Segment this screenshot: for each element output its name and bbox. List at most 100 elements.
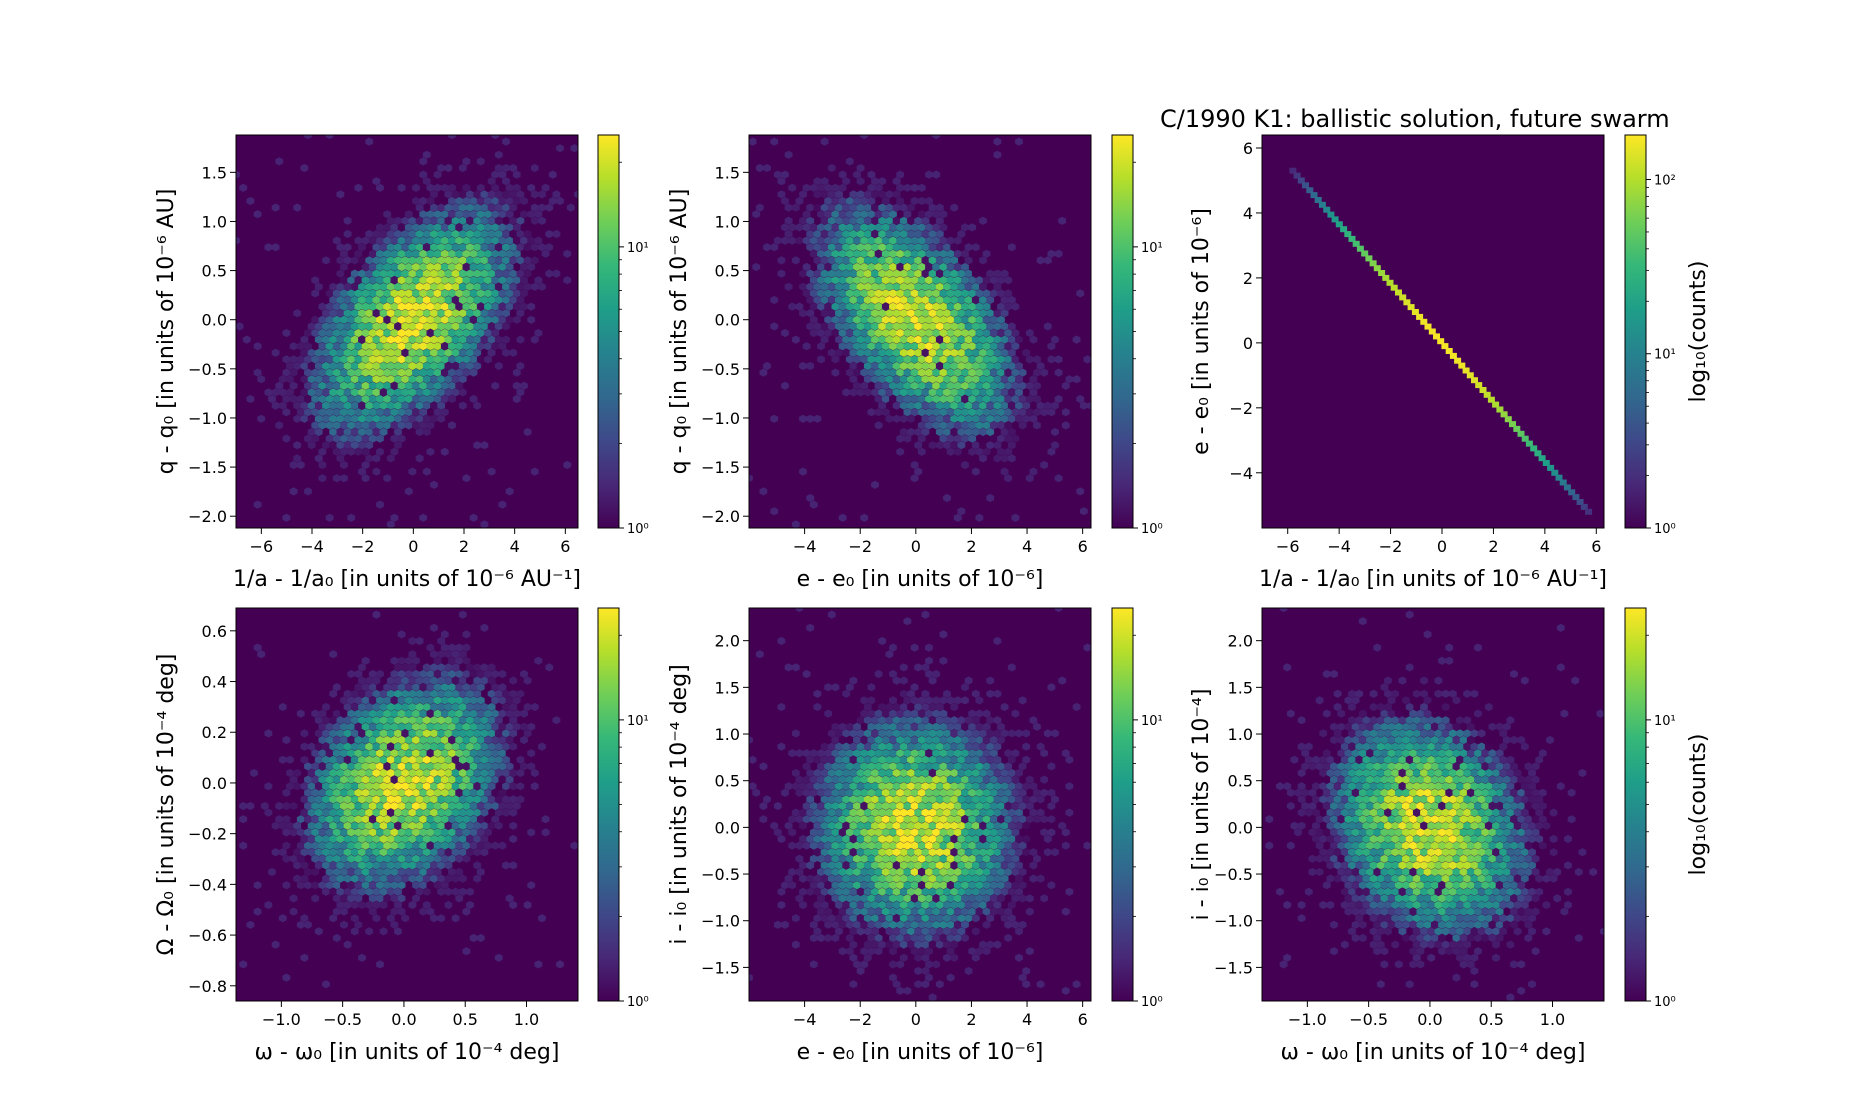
hex-cell: [1405, 610, 1414, 619]
hex-cell: [903, 315, 912, 324]
x-tick-label: −2: [848, 537, 872, 556]
hex-cell: [838, 735, 847, 745]
hex-cell: [433, 408, 442, 417]
hex-cell: [997, 289, 1005, 298]
hex-cell: [1416, 749, 1425, 758]
hex-cell: [404, 683, 413, 692]
hex-cell: [781, 223, 789, 232]
hex-cell: [1356, 245, 1364, 252]
hex-cell: [311, 381, 320, 390]
hex-cell: [325, 394, 334, 404]
hex-cell: [358, 702, 366, 712]
hex-cell: [469, 722, 478, 731]
hex-cell: [408, 361, 417, 371]
hex-cell: [907, 295, 915, 305]
hex-cell: [809, 881, 818, 890]
hex-cell: [813, 702, 822, 712]
hex-cell: [957, 742, 966, 751]
hex-cell: [401, 663, 410, 672]
hex-cell: [1463, 716, 1472, 725]
hex-cell: [820, 335, 829, 344]
hex-cell: [444, 243, 453, 252]
hex-cell: [332, 894, 341, 903]
hex-cell: [498, 709, 507, 718]
hex-cell: [968, 735, 977, 745]
hex-cell: [379, 295, 388, 305]
hex-cell: [914, 808, 923, 817]
hex-cell: [1043, 401, 1052, 410]
hex-cell: [480, 520, 489, 528]
hex-cell: [770, 137, 779, 146]
hex-cell: [322, 874, 330, 883]
hex-cell: [293, 414, 302, 423]
hex-cell: [476, 262, 485, 272]
hex-cell: [1004, 289, 1013, 298]
hex-cell: [1283, 663, 1292, 672]
hex-cell: [921, 848, 930, 857]
hex-cell: [968, 408, 977, 417]
hex-cell: [372, 729, 381, 738]
hex-cell: [455, 223, 464, 232]
hex-cell: [368, 368, 377, 377]
hex-cell: [899, 848, 908, 857]
hex-cell: [469, 762, 478, 771]
hex-cell: [849, 821, 858, 830]
hex-cell: [914, 729, 923, 738]
hex-cell: [444, 900, 453, 910]
hex-cell: [293, 861, 302, 870]
hex-cell: [993, 150, 1002, 159]
hex-cell: [809, 315, 818, 324]
hex-cell: [376, 236, 384, 245]
hex-cell: [444, 335, 453, 344]
hex-cell: [845, 762, 854, 771]
hex-cell: [311, 394, 320, 404]
hex-cell: [910, 722, 919, 731]
hex-cell: [1395, 289, 1402, 296]
hex-cell: [910, 394, 919, 404]
hex-cell: [928, 914, 937, 923]
hex-cell: [845, 342, 854, 351]
hex-cell: [1025, 801, 1034, 811]
hex-cell: [950, 768, 959, 778]
hex-cell: [332, 434, 341, 443]
hex-cell: [881, 381, 890, 390]
hex-cell: [878, 243, 887, 252]
hex-cell: [451, 269, 460, 278]
hex-cell: [989, 894, 998, 903]
hex-cell: [322, 861, 330, 870]
hex-cell: [838, 223, 847, 232]
hex-cell: [899, 834, 908, 844]
hex-cell: [791, 782, 800, 791]
colorbar-tick-label: 10⁰: [1141, 995, 1163, 1010]
hex-cell: [343, 295, 352, 305]
hex-cell: [545, 229, 554, 239]
hex-cell: [1348, 729, 1356, 738]
hex-cell: [838, 788, 847, 797]
hex-cell: [806, 834, 815, 844]
hex-cell: [498, 315, 507, 324]
hex-cell: [293, 768, 302, 778]
hex-cell: [856, 348, 865, 357]
hex-cell: [781, 381, 789, 390]
hex-cell: [530, 768, 539, 778]
hex-cell: [1330, 722, 1338, 731]
hex-cell: [307, 322, 316, 331]
hex-cell: [322, 755, 330, 764]
hex-cell: [910, 828, 919, 837]
hex-cell: [527, 828, 536, 837]
hex-cell: [246, 394, 255, 404]
hex-cell: [925, 342, 933, 351]
hex-cell: [910, 775, 919, 784]
hex-cell: [1369, 689, 1378, 698]
hex-cell: [907, 335, 915, 344]
hex-cell: [505, 196, 514, 206]
hex-cell: [318, 460, 327, 470]
hex-cell: [307, 742, 316, 751]
hex-cell: [462, 368, 471, 377]
hex-cell: [842, 335, 851, 344]
hex-cell: [831, 302, 840, 311]
hex-cell: [993, 795, 1002, 804]
hex-cell: [502, 309, 510, 318]
hex-cell: [358, 243, 366, 252]
hex-cell: [1391, 755, 1400, 764]
